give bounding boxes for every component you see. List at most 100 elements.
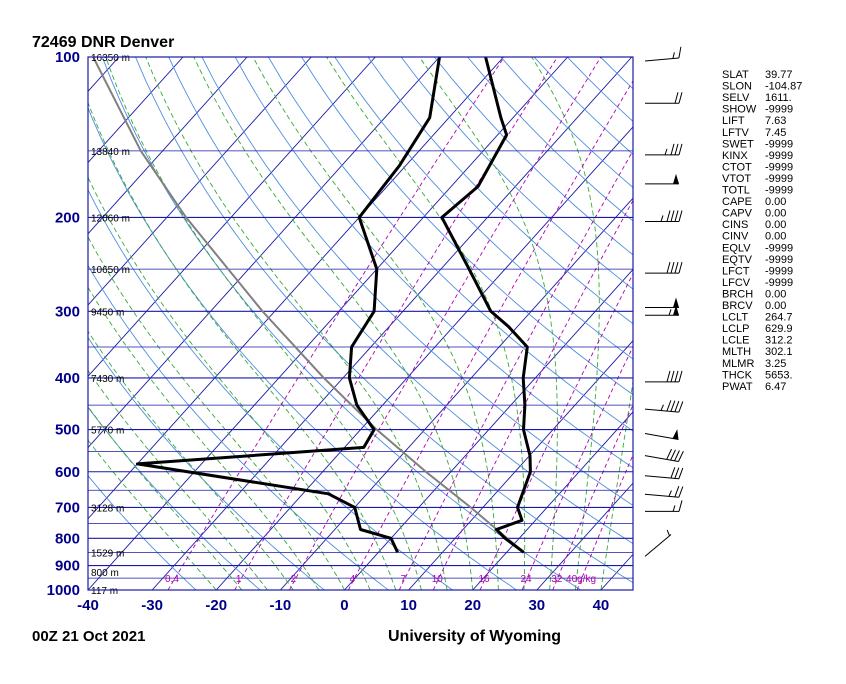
index-value: -9999 — [765, 277, 793, 289]
index-value: 0.00 — [765, 196, 786, 208]
wind-barb — [644, 400, 684, 413]
wind-barb — [644, 448, 684, 463]
height-label: 16350 m — [91, 53, 130, 64]
barb-full — [678, 261, 683, 274]
barb-full — [678, 450, 684, 462]
wind-barb — [645, 173, 679, 185]
index-key: SWET — [722, 138, 754, 150]
mixing-ratio-label: 10 — [432, 574, 444, 585]
index-key: BRCV — [722, 300, 753, 312]
isotherm-line — [88, 57, 569, 590]
temperature-tick-label: -40 — [77, 597, 99, 614]
wind-barb — [645, 210, 683, 222]
pressure-tick-label: 800 — [55, 530, 80, 547]
mixing-ratio-label: 40g/kg — [566, 574, 596, 585]
wind-barb — [644, 429, 679, 440]
wind-barb — [645, 261, 683, 274]
index-value: -9999 — [765, 254, 793, 266]
index-key: SHOW — [722, 104, 757, 116]
wind-barb — [644, 46, 682, 62]
index-key: CAPE — [722, 196, 752, 208]
barb-full — [678, 143, 683, 155]
barb-shaft — [644, 455, 679, 463]
isotherm-line — [536, 482, 633, 590]
barb-half — [668, 309, 672, 316]
index-value: -9999 — [765, 185, 793, 197]
index-key: LFCT — [722, 265, 750, 277]
station-indices: SLAT 39.77 SLON -104.87 SELV 1611. SHOW -9999 LI… — [722, 69, 802, 393]
barb-full — [666, 448, 672, 460]
wind-barb — [644, 486, 684, 498]
dewpoint-line — [135, 57, 441, 554]
index-key: SLAT — [722, 69, 749, 81]
index-value: 312.2 — [765, 335, 793, 347]
wind-barb — [645, 500, 683, 512]
height-label: 7430 m — [91, 374, 124, 385]
height-label: 13840 m — [91, 147, 130, 158]
barb-full — [678, 500, 683, 512]
barb-full — [670, 261, 675, 274]
barb-full — [670, 467, 676, 479]
pressure-tick-label: 1000 — [47, 582, 80, 599]
wind-barb — [644, 529, 672, 557]
barb-full — [678, 46, 682, 59]
moist-adiabat-line — [531, 57, 600, 590]
index-value: -9999 — [765, 104, 793, 116]
index-key: MLTH — [722, 346, 751, 358]
mixing-ratio-label: 24 — [521, 574, 533, 585]
plot-frame — [87, 56, 634, 591]
index-key: PWAT — [722, 381, 753, 393]
barb-full — [670, 210, 675, 222]
time-label: 00Z 21 Oct 2021 — [32, 628, 145, 645]
barb-shaft — [644, 534, 672, 557]
barb-full — [678, 210, 683, 222]
index-key: EQTV — [722, 254, 753, 266]
wind-barb — [645, 92, 683, 104]
barb-shaft — [644, 493, 679, 498]
index-value: -9999 — [765, 265, 793, 277]
index-key: TOTL — [722, 185, 750, 197]
barb-half — [672, 505, 676, 512]
index-key: EQLV — [722, 242, 751, 254]
wind-barbs — [644, 46, 684, 557]
barb-full — [678, 370, 683, 383]
dry-adiabat-line — [88, 336, 325, 590]
index-value: 5653. — [765, 369, 793, 381]
index-value: -9999 — [765, 138, 793, 150]
isotherm-line — [472, 411, 633, 590]
index-key: CAPV — [722, 208, 753, 220]
wind-barb — [645, 143, 683, 156]
mixing-ratio-line — [234, 57, 558, 590]
index-key: KINX — [722, 150, 748, 162]
index-key: SLON — [722, 81, 752, 93]
index-key: SELV — [722, 92, 750, 104]
pressure-tick-label: 700 — [55, 499, 80, 516]
height-label: 1529 m — [91, 548, 124, 559]
barb-half — [660, 215, 664, 222]
mixing-ratio-label: 16 — [478, 574, 490, 585]
station-title: 72469 DNR Denver — [32, 34, 174, 51]
pressure-tick-label: 500 — [55, 422, 80, 439]
temperature-line — [440, 57, 532, 554]
barb-flag — [672, 429, 679, 440]
dry-adiabat-line — [135, 57, 633, 584]
moist-adiabat-line — [88, 330, 294, 590]
barb-full — [674, 210, 679, 222]
barb-full — [670, 400, 676, 412]
source-label: University of Wyoming — [388, 628, 561, 645]
isotherm-line — [215, 126, 633, 590]
barb-full — [670, 370, 675, 383]
barb-full — [674, 370, 679, 383]
temperature-tick-label: -20 — [205, 597, 227, 614]
height-label: 800 m — [91, 568, 119, 579]
pressure-tick-label: 600 — [55, 464, 80, 481]
barb-full — [674, 261, 679, 274]
index-value: -9999 — [765, 161, 793, 173]
barb-full — [674, 450, 680, 462]
height-label: 9450 m — [91, 307, 124, 318]
temperature-tick-label: -10 — [270, 597, 292, 614]
barb-full — [666, 370, 671, 383]
barb-full — [666, 210, 671, 222]
